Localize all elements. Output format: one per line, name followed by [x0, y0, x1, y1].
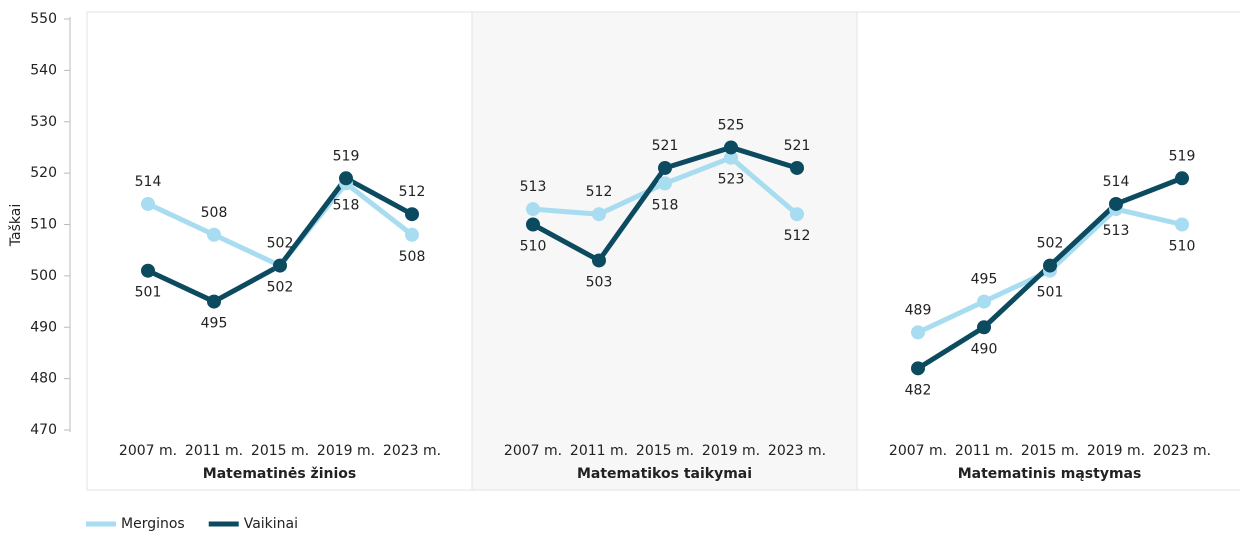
x-tick-label: 2011 m. — [955, 443, 1013, 459]
data-label: 501 — [135, 285, 162, 301]
y-tick-label: 530 — [30, 114, 57, 130]
point — [592, 253, 606, 268]
data-label: 518 — [652, 197, 679, 213]
data-label: 514 — [135, 174, 162, 190]
data-label: 521 — [784, 138, 811, 154]
data-label: 519 — [333, 148, 360, 164]
point — [911, 325, 925, 340]
point — [658, 176, 672, 191]
x-tick-label: 2023 m. — [383, 443, 441, 459]
y-tick-label: 500 — [30, 268, 57, 284]
point — [339, 171, 353, 186]
group-label: Matematikos taikymai — [577, 466, 752, 482]
point — [526, 202, 540, 217]
y-tick-label: 520 — [30, 165, 57, 181]
x-tick-label: 2023 m. — [768, 443, 826, 459]
panel — [471, 11, 858, 491]
x-tick-label: 2015 m. — [251, 443, 309, 459]
legend-label: Vaikinai — [244, 516, 298, 532]
x-tick-label: 2019 m. — [317, 443, 375, 459]
y-tick-label: 480 — [30, 371, 57, 387]
data-label: 482 — [905, 382, 932, 398]
data-label: 503 — [586, 274, 613, 290]
point — [141, 263, 155, 278]
data-label: 502 — [267, 280, 294, 296]
data-label: 489 — [905, 302, 932, 318]
x-tick-label: 2011 m. — [570, 443, 628, 459]
point — [1175, 171, 1189, 186]
data-label: 502 — [267, 236, 294, 252]
data-label: 513 — [1103, 223, 1130, 239]
data-label: 501 — [1037, 285, 1064, 301]
x-tick-label: 2019 m. — [702, 443, 760, 459]
point — [1109, 196, 1123, 211]
point — [790, 160, 804, 175]
x-tick-label: 2023 m. — [1153, 443, 1211, 459]
data-label: 495 — [971, 272, 998, 288]
data-label: 510 — [520, 239, 547, 255]
y-tick-label: 490 — [30, 319, 57, 335]
y-tick-label: 470 — [30, 422, 57, 438]
data-label: 512 — [399, 184, 426, 200]
point — [207, 227, 221, 242]
point — [1175, 217, 1189, 232]
point — [405, 227, 419, 242]
data-label: 512 — [586, 184, 613, 200]
point — [207, 294, 221, 309]
x-tick-label: 2007 m. — [889, 443, 947, 459]
y-tick-label: 540 — [30, 62, 57, 78]
data-label: 518 — [333, 197, 360, 213]
point — [724, 140, 738, 155]
data-label: 502 — [1037, 236, 1064, 252]
x-tick-label: 2007 m. — [119, 443, 177, 459]
data-label: 495 — [201, 316, 228, 332]
point — [592, 207, 606, 222]
y-tick-label: 550 — [30, 11, 57, 27]
x-tick-label: 2011 m. — [185, 443, 243, 459]
point — [141, 196, 155, 211]
x-tick-label: 2015 m. — [636, 443, 694, 459]
data-label: 514 — [1103, 174, 1130, 190]
data-label: 523 — [718, 172, 745, 188]
data-label: 510 — [1169, 239, 1196, 255]
data-label: 525 — [718, 117, 745, 133]
point — [724, 150, 738, 165]
point — [1043, 258, 1057, 273]
point — [977, 294, 991, 309]
data-label: 512 — [784, 228, 811, 244]
y-tick-label: 510 — [30, 217, 57, 233]
point — [526, 217, 540, 232]
point — [911, 361, 925, 376]
point — [977, 320, 991, 335]
point — [273, 258, 287, 273]
x-tick-label: 2007 m. — [504, 443, 562, 459]
data-label: 508 — [399, 249, 426, 265]
point — [658, 160, 672, 175]
group-label: Matematinės žinios — [203, 466, 356, 482]
data-label: 490 — [971, 341, 998, 357]
line — [146, 180, 414, 269]
y-axis-label: Taškai — [8, 204, 24, 247]
group-label: Matematinis mąstymas — [958, 466, 1142, 482]
data-label: 519 — [1169, 148, 1196, 164]
x-tick-label: 2019 m. — [1087, 443, 1145, 459]
data-label: 521 — [652, 138, 679, 154]
panel — [856, 11, 1240, 491]
point — [790, 207, 804, 222]
legend-label: Merginos — [121, 516, 185, 532]
point — [405, 207, 419, 222]
x-tick-label: 2015 m. — [1021, 443, 1079, 459]
data-label: 508 — [201, 205, 228, 221]
data-label: 513 — [520, 179, 547, 195]
